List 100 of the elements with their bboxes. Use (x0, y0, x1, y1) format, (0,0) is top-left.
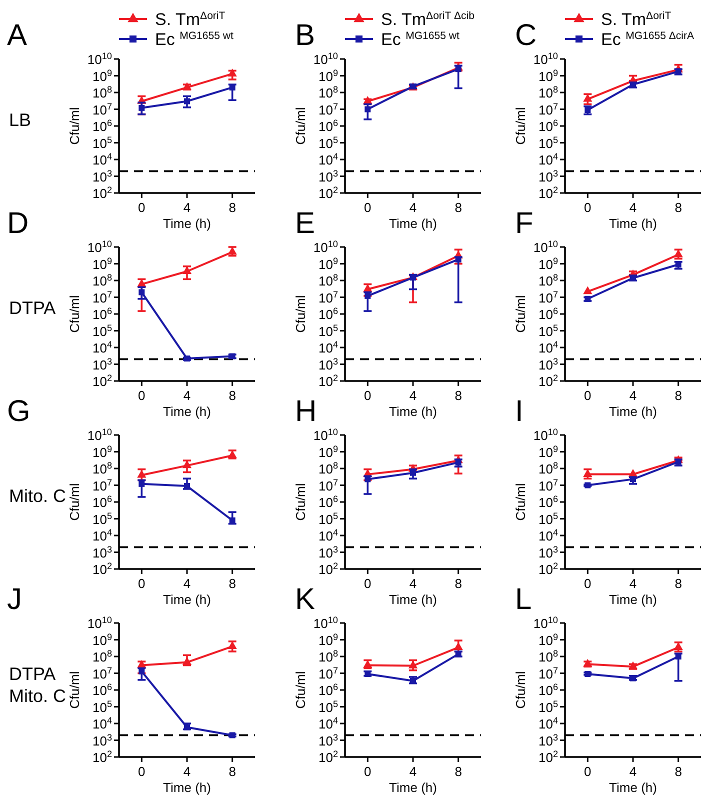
legend-label: Ec $^{MG1655 wt}$ (155, 30, 234, 49)
y-tick-label: 10$^{10}$ (87, 51, 112, 67)
legend-label: S. Tm$^{ΔoriT}$ (601, 10, 672, 29)
y-tick-label: 10$^{2}$ (318, 749, 338, 765)
x-tick-label: 4 (409, 200, 417, 215)
x-tick-label: 8 (454, 200, 462, 215)
chart-title: A (7, 19, 28, 52)
y-tick-label: 10$^{2}$ (92, 561, 112, 577)
x-axis-title: Time (h) (163, 216, 211, 231)
x-tick-label: 4 (629, 764, 637, 779)
x-tick-label: 8 (228, 576, 236, 591)
y-tick-label: 10$^{4}$ (538, 528, 558, 544)
x-tick-label: 0 (364, 576, 372, 591)
point (628, 661, 638, 670)
x-tick-label: 8 (674, 200, 682, 215)
y-tick-label: 10$^{8}$ (318, 272, 338, 288)
chart-title: E (295, 207, 316, 240)
y-tick-label: 10$^{3}$ (538, 544, 558, 560)
point (584, 671, 591, 678)
point (583, 658, 592, 667)
point (364, 292, 371, 299)
x-tick-label: 8 (674, 576, 682, 591)
chart-title: K (295, 583, 316, 616)
x-tick-label: 0 (584, 200, 592, 215)
x-tick-label: 0 (584, 388, 592, 403)
y-tick-label: 10$^{2}$ (92, 185, 112, 201)
y-tick-label: 10$^{9}$ (92, 632, 112, 648)
y-axis-title: Cfu/ml (513, 671, 528, 709)
y-tick-label: 10$^{8}$ (92, 460, 112, 476)
x-tick-label: 8 (674, 764, 682, 779)
y-tick-label: 10$^{10}$ (533, 427, 558, 443)
y-tick-label: 10$^{10}$ (313, 615, 338, 631)
y-axis-title: Cfu/ml (513, 483, 528, 521)
y-tick-label: 10$^{4}$ (318, 716, 338, 732)
y-tick-label: 10$^{10}$ (313, 51, 338, 67)
y-tick-label: 10$^{3}$ (318, 732, 338, 748)
y-tick-label: 10$^{3}$ (318, 544, 338, 560)
point (182, 657, 192, 665)
y-tick-label: 10$^{3}$ (538, 356, 558, 372)
y-tick-label: 10$^{7}$ (92, 101, 112, 118)
y-tick-label: 10$^{3}$ (92, 168, 112, 184)
chart-title: I (515, 395, 524, 428)
legend-label: S. Tm$^{ΔoriT}$ (155, 10, 226, 29)
text: Mito. C (9, 486, 66, 506)
y-tick-label: 10$^{6}$ (538, 682, 558, 698)
y-axis-title: Cfu/ml (67, 671, 82, 709)
y-axis-title: Cfu/ml (293, 295, 308, 333)
y-tick-label: 10$^{5}$ (92, 134, 112, 151)
point (184, 98, 190, 104)
y-tick-label: 10$^{8}$ (318, 648, 338, 664)
y-tick-label: 10$^{5}$ (318, 134, 338, 151)
y-axis-title: Cfu/ml (513, 107, 528, 145)
chart-title: H (295, 395, 317, 428)
y-tick-label: 10$^{9}$ (538, 256, 558, 272)
point (584, 482, 591, 488)
x-axis-title: Time (h) (389, 216, 437, 231)
x-axis-title: Time (h) (163, 780, 211, 795)
y-tick-label: 10$^{8}$ (538, 648, 558, 664)
chart-title: D (7, 207, 29, 240)
y-tick-label: 10$^{7}$ (538, 665, 558, 682)
point (583, 469, 592, 477)
x-tick-label: 0 (138, 764, 146, 779)
y-tick-label: 10$^{6}$ (538, 306, 558, 322)
y-tick-label: 10$^{2}$ (538, 373, 558, 389)
chart-title: C (515, 19, 537, 52)
y-tick-label: 10$^{9}$ (92, 444, 112, 460)
point (364, 106, 371, 112)
text: DTPA Mito. C (9, 664, 66, 706)
y-tick-label: 10$^{8}$ (92, 272, 112, 288)
y-tick-label: 10$^{6}$ (318, 682, 338, 698)
y-tick-label: 10$^{5}$ (318, 698, 338, 715)
x-axis-title: Time (h) (609, 216, 657, 231)
y-tick-label: 10$^{7}$ (92, 289, 112, 306)
y-tick-label: 10$^{7}$ (318, 101, 338, 118)
y-tick-label: 10$^{7}$ (318, 289, 338, 306)
x-tick-label: 0 (138, 576, 146, 591)
y-tick-label: 10$^{6}$ (92, 494, 112, 510)
y-tick-label: 10$^{9}$ (538, 632, 558, 648)
x-tick-label: 4 (629, 388, 637, 403)
y-axis-title: Cfu/ml (67, 107, 82, 145)
y-tick-label: 10$^{2}$ (538, 561, 558, 577)
x-tick-label: 8 (228, 764, 236, 779)
point (138, 480, 145, 487)
y-axis-title: Cfu/ml (293, 107, 308, 145)
legend-label: Ec $^{MG1655 ΔcirA}$ (601, 30, 694, 49)
point (675, 654, 682, 660)
point (228, 68, 237, 76)
y-tick-label: 10$^{7}$ (538, 289, 558, 306)
x-tick-label: 4 (629, 200, 637, 215)
y-tick-label: 10$^{5}$ (538, 134, 558, 151)
y-tick-label: 10$^{6}$ (92, 118, 112, 134)
y-tick-label: 10$^{4}$ (92, 152, 112, 168)
y-tick-label: 10$^{8}$ (318, 460, 338, 476)
y-tick-label: 10$^{5}$ (318, 322, 338, 339)
y-tick-label: 10$^{8}$ (92, 648, 112, 664)
chart-title: B (295, 19, 316, 52)
y-tick-label: 10$^{7}$ (92, 665, 112, 682)
y-tick-label: 10$^{2}$ (318, 373, 338, 389)
x-tick-label: 0 (364, 200, 372, 215)
y-tick-label: 10$^{10}$ (533, 239, 558, 255)
